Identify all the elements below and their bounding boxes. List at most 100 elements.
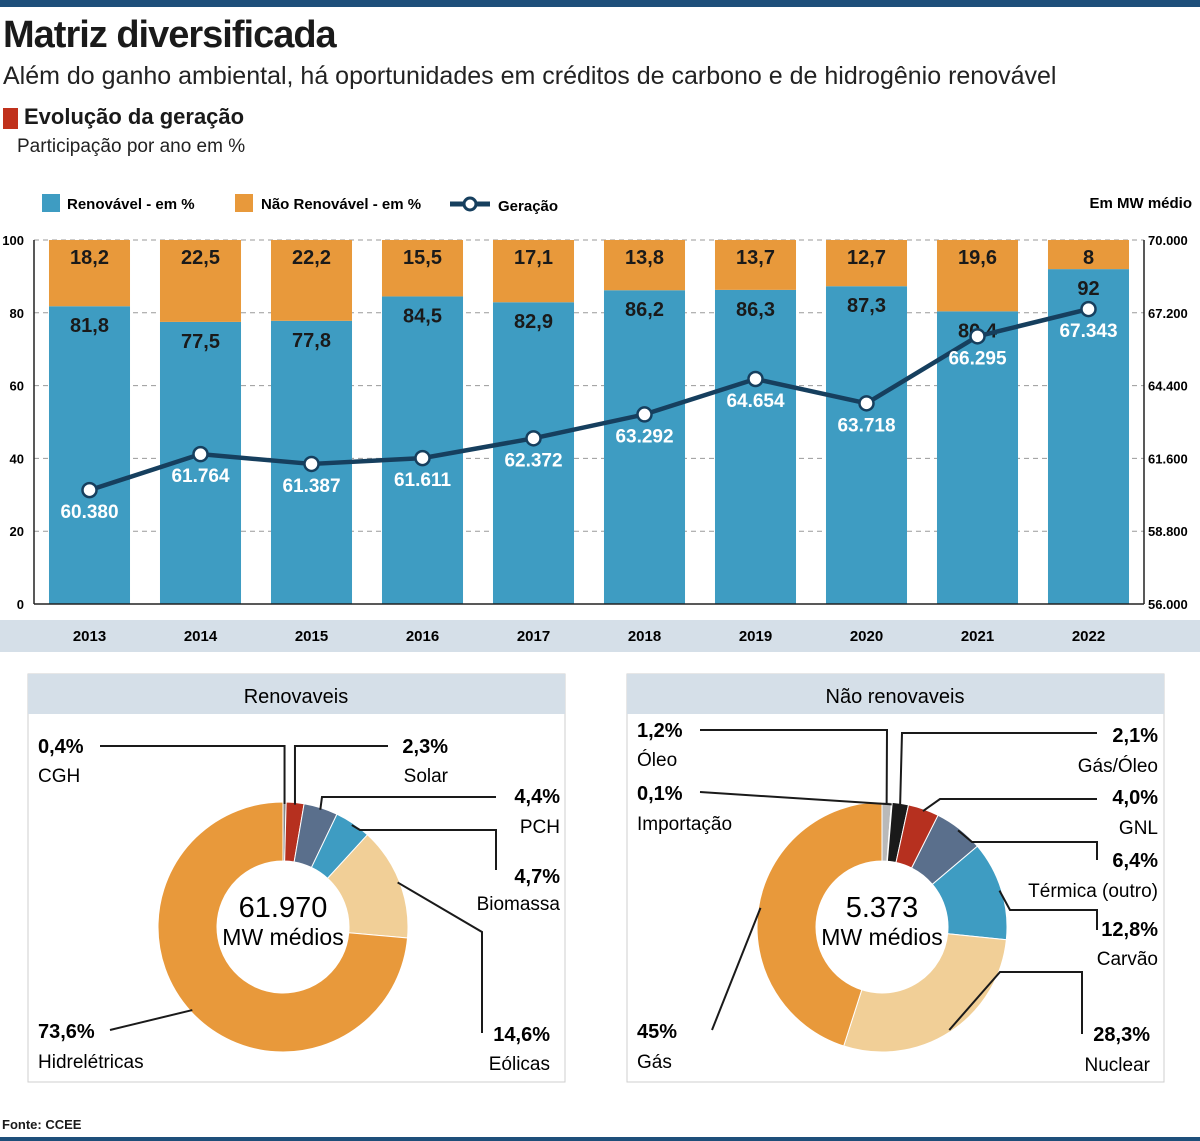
bar-label-renewable: 86,2 bbox=[625, 299, 664, 321]
generation-polyline bbox=[88, 306, 1090, 493]
callout-name: CGH bbox=[38, 766, 80, 787]
y-right-tick-label: 67.200 bbox=[1148, 306, 1188, 321]
bar-label-non-renewable: 19,6 bbox=[958, 247, 997, 269]
bottom-rule bbox=[0, 1137, 1200, 1141]
page-subtitle: Além do ganho ambiental, há oportunidade… bbox=[3, 62, 1057, 90]
y-left-tick-label: 20 bbox=[10, 524, 24, 539]
generation-point bbox=[636, 406, 653, 423]
section-marker bbox=[3, 108, 18, 129]
callout-percent: 4,0% bbox=[1112, 787, 1158, 809]
callout-percent: 28,3% bbox=[1093, 1024, 1150, 1046]
y-left-tick-label: 80 bbox=[10, 306, 24, 321]
top-rule bbox=[0, 0, 1200, 7]
callout-name: Gás/Óleo bbox=[1078, 755, 1158, 777]
callout-name: Biomassa bbox=[477, 894, 561, 915]
bar-label-non-renewable: 12,7 bbox=[847, 247, 886, 269]
x-tick-label: 2019 bbox=[739, 628, 772, 645]
bar-non-renewable bbox=[1047, 240, 1130, 270]
callout-percent: 6,4% bbox=[1112, 850, 1158, 872]
generation-point bbox=[303, 455, 320, 473]
renewable-panel-title: Renovaveis bbox=[244, 686, 349, 708]
generation-value-label: 67.343 bbox=[1059, 321, 1117, 342]
callout-line bbox=[293, 745, 388, 805]
callout-line bbox=[100, 745, 286, 805]
callout-line bbox=[397, 881, 483, 1033]
callout-line bbox=[319, 796, 496, 810]
legend-swatch-renewable bbox=[42, 194, 60, 212]
bar-label-non-renewable: 13,8 bbox=[625, 247, 664, 269]
bar-non-renewable bbox=[825, 240, 908, 287]
generation-value-label: 61.611 bbox=[394, 470, 451, 491]
bar-label-non-renewable: 17,1 bbox=[514, 247, 553, 269]
bar-renewable bbox=[48, 306, 131, 604]
y-left-tick-label: 100 bbox=[2, 233, 24, 248]
bar-series: 18,2 81,8 22,5 77,5 22,2 77,8 15,5 84,5 17,1 82,9… bbox=[48, 240, 1130, 604]
y-right-tick-label: 64.400 bbox=[1148, 379, 1188, 394]
bar-renewable bbox=[603, 290, 686, 604]
callout-line bbox=[699, 791, 892, 806]
non-renewable-donut bbox=[756, 801, 1008, 1053]
chart-axes: 0 20 40 60 80 100 56.000 58.800 61.600 64.400 67.2… bbox=[2, 233, 1187, 612]
callout-percent: 2,3% bbox=[402, 736, 448, 758]
generation-value-label: 61.764 bbox=[171, 466, 230, 487]
bar-renewable bbox=[714, 289, 797, 604]
bar-label-renewable: 77,8 bbox=[292, 330, 331, 352]
x-tick-label: 2014 bbox=[184, 628, 218, 645]
callout-name: Eólicas bbox=[489, 1054, 550, 1075]
callout-percent: 1,2% bbox=[637, 720, 683, 742]
renewable-panel-header bbox=[28, 674, 565, 714]
generation-value-label: 60.380 bbox=[60, 502, 118, 523]
bar-renewable bbox=[825, 286, 908, 604]
right-axis-title: Em MW médio bbox=[1089, 195, 1192, 212]
generation-value-label: 61.387 bbox=[282, 476, 340, 497]
bar-label-renewable: 86,3 bbox=[736, 299, 775, 321]
x-tick-label: 2015 bbox=[295, 628, 328, 645]
callout-percent: 4,4% bbox=[514, 786, 560, 808]
callout-line bbox=[957, 829, 1098, 860]
generation-point bbox=[1080, 300, 1097, 318]
section-title: Evolução da geração bbox=[24, 104, 245, 129]
callout-line bbox=[711, 907, 762, 1031]
callout-line bbox=[922, 798, 1097, 812]
renewable-center-value: 61.970 bbox=[239, 892, 328, 924]
callout-percent: 4,7% bbox=[514, 866, 560, 888]
generation-chart: Renovável - em % Não Renovável - em % Ge… bbox=[0, 194, 1200, 652]
x-tick-label: 2017 bbox=[517, 628, 550, 645]
callout-line bbox=[109, 1009, 193, 1031]
bar-label-non-renewable: 15,5 bbox=[403, 247, 442, 269]
bar-non-renewable bbox=[936, 240, 1019, 312]
x-tick-label: 2013 bbox=[73, 628, 106, 645]
y-right-tick-label: 70.000 bbox=[1148, 233, 1188, 248]
callout-line bbox=[948, 971, 1083, 1034]
bar-label-renewable: 81,8 bbox=[70, 315, 109, 337]
callout-name: Importação bbox=[637, 814, 732, 835]
bar-non-renewable bbox=[270, 240, 353, 321]
callout-percent: 0,4% bbox=[38, 736, 84, 758]
generation-point bbox=[969, 328, 986, 345]
generation-point bbox=[81, 481, 98, 499]
legend-marker-generation bbox=[462, 196, 478, 212]
bar-renewable bbox=[936, 311, 1019, 604]
donut-panels: Renovaveis Não renovaveis 61.970 MW médi… bbox=[27, 673, 1165, 1083]
legend-swatch-non-renewable bbox=[235, 194, 253, 212]
x-tick-label: 2020 bbox=[850, 628, 883, 645]
bar-label-non-renewable: 8 bbox=[1083, 247, 1094, 269]
x-axis-band bbox=[0, 620, 1200, 652]
callout-percent: 45% bbox=[637, 1021, 677, 1043]
x-tick-label: 2016 bbox=[406, 628, 439, 645]
bar-label-renewable: 77,5 bbox=[181, 331, 220, 353]
generation-point bbox=[858, 395, 875, 412]
donut-slice bbox=[756, 801, 883, 1047]
generation-line: 60.380 61.764 61.387 61.611 62.372 63.292 64.6… bbox=[60, 300, 1118, 523]
callout-name: Nuclear bbox=[1085, 1055, 1151, 1076]
callout-percent: 73,6% bbox=[38, 1021, 95, 1043]
callout-percent: 12,8% bbox=[1101, 919, 1158, 941]
callout-line bbox=[351, 824, 497, 870]
generation-value-label: 64.654 bbox=[726, 391, 785, 412]
bar-label-non-renewable: 22,2 bbox=[292, 247, 331, 269]
x-tick-label: 2022 bbox=[1072, 628, 1105, 645]
bar-renewable bbox=[1047, 269, 1130, 604]
legend-label-renewable: Renovável - em % bbox=[67, 196, 195, 213]
y-right-tick-label: 58.800 bbox=[1148, 524, 1188, 539]
callout-percent: 2,1% bbox=[1112, 725, 1158, 747]
